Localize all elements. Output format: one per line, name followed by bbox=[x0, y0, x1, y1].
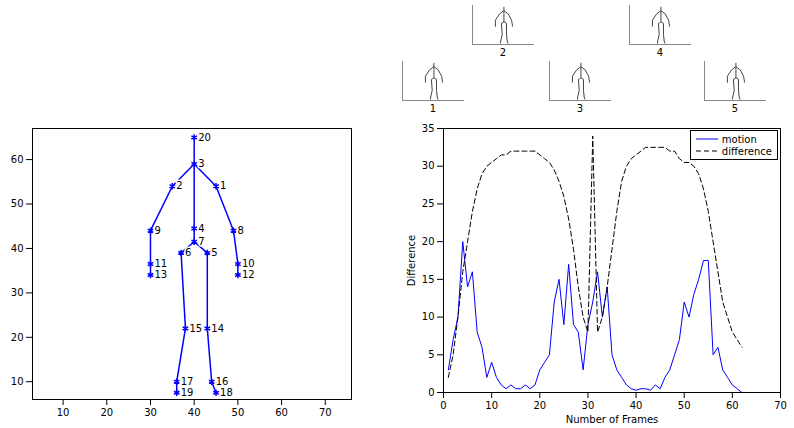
svg-text:5: 5 bbox=[211, 247, 217, 258]
svg-text:18: 18 bbox=[220, 387, 233, 398]
svg-text:15: 15 bbox=[189, 323, 202, 334]
svg-text:30: 30 bbox=[144, 407, 157, 418]
svg-text:9: 9 bbox=[154, 225, 160, 236]
svg-text:5: 5 bbox=[428, 349, 434, 360]
svg-text:25: 25 bbox=[422, 198, 435, 209]
svg-text:60: 60 bbox=[275, 407, 288, 418]
svg-text:10: 10 bbox=[242, 258, 255, 269]
svg-text:60: 60 bbox=[726, 400, 739, 411]
svg-text:0: 0 bbox=[440, 400, 446, 411]
svg-text:1: 1 bbox=[220, 180, 226, 191]
svg-text:70: 70 bbox=[319, 407, 332, 418]
svg-text:10: 10 bbox=[57, 407, 70, 418]
svg-text:13: 13 bbox=[154, 269, 167, 280]
svg-text:Difference: Difference bbox=[406, 235, 417, 287]
svg-text:50: 50 bbox=[678, 400, 691, 411]
svg-text:60: 60 bbox=[11, 154, 24, 165]
svg-text:8: 8 bbox=[238, 225, 244, 236]
html-text:5: 5 bbox=[731, 103, 739, 114]
svg-text:20: 20 bbox=[100, 407, 113, 418]
svg-text:10: 10 bbox=[422, 311, 435, 322]
svg-text:70: 70 bbox=[774, 400, 787, 411]
svg-text:35: 35 bbox=[422, 123, 435, 134]
svg-text:10: 10 bbox=[485, 400, 498, 411]
svg-text:40: 40 bbox=[630, 400, 643, 411]
svg-text:6: 6 bbox=[185, 247, 191, 258]
svg-text:2: 2 bbox=[176, 180, 182, 191]
svg-text:40: 40 bbox=[11, 243, 24, 254]
html-text:motion: motion bbox=[721, 133, 757, 145]
svg-text:20: 20 bbox=[198, 132, 211, 143]
html-text:2: 2 bbox=[499, 47, 507, 58]
svg-text:50: 50 bbox=[11, 198, 24, 209]
svg-text:19: 19 bbox=[181, 387, 194, 398]
svg-text:20: 20 bbox=[533, 400, 546, 411]
svg-text:10: 10 bbox=[11, 376, 24, 387]
svg-text:16: 16 bbox=[216, 376, 229, 387]
svg-text:Number of Frames: Number of Frames bbox=[566, 414, 659, 425]
svg-text:0: 0 bbox=[428, 387, 434, 398]
svg-text:30: 30 bbox=[582, 400, 595, 411]
svg-text:4: 4 bbox=[198, 223, 204, 234]
svg-text:30: 30 bbox=[11, 287, 24, 298]
svg-text:7: 7 bbox=[198, 236, 204, 247]
html-text:3: 3 bbox=[576, 103, 584, 114]
svg-text:15: 15 bbox=[422, 274, 435, 285]
svg-text:40: 40 bbox=[188, 407, 201, 418]
svg-text:12: 12 bbox=[242, 269, 255, 280]
svg-text:14: 14 bbox=[211, 323, 224, 334]
html-text:4: 4 bbox=[656, 47, 664, 58]
svg-text:20: 20 bbox=[422, 236, 435, 247]
svg-text:11: 11 bbox=[154, 258, 167, 269]
svg-text:30: 30 bbox=[422, 160, 435, 171]
svg-text:3: 3 bbox=[198, 158, 204, 169]
html-text:difference: difference bbox=[721, 145, 772, 157]
svg-text:50: 50 bbox=[232, 407, 245, 418]
svg-text:17: 17 bbox=[181, 376, 194, 387]
svg-text:20: 20 bbox=[11, 332, 24, 343]
html-text:1: 1 bbox=[429, 103, 437, 114]
